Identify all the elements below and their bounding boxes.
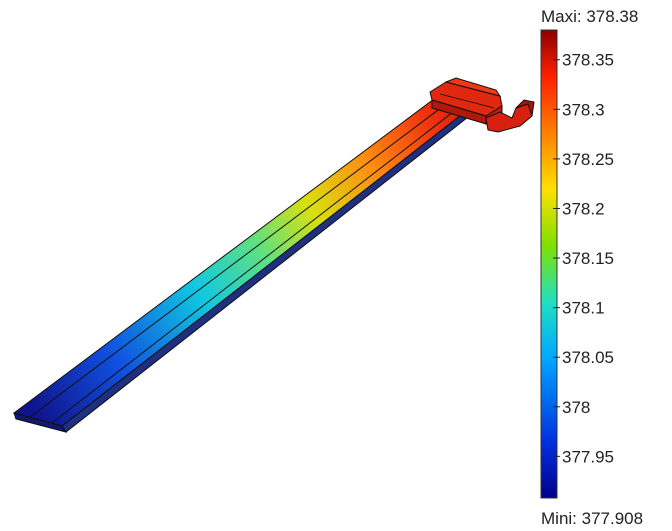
- colorbar-ticks: 378.35 378.3 378.25 378.2 378.15 378.1 378.05 3…: [553, 51, 614, 466]
- colorbar-tick-label: 378.15: [562, 249, 614, 268]
- colorbar-tick-label: 378.2: [562, 199, 605, 218]
- colorbar-tick-label: 378.35: [562, 51, 614, 70]
- colorbar-gradient: [540, 29, 558, 499]
- colorbar-tick-label: 378.3: [562, 100, 605, 119]
- colorbar-tick-label: 378.1: [562, 299, 605, 318]
- colorbar-tick-label: 378: [562, 398, 590, 417]
- colorbar-legend: Maxi: 378.38 378.35 378.3 378.25 378.2 378.1…: [540, 7, 643, 528]
- colorbar-min-label: Mini: 377.908: [541, 509, 643, 528]
- colorbar-tick-label: 377.95: [562, 447, 614, 466]
- colorbar-tick-label: 378.25: [562, 150, 614, 169]
- strip-top-face: [12, 95, 472, 427]
- mounting-bracket: [429, 77, 535, 133]
- strip-front-edge: [13, 412, 68, 433]
- strip-groove-line: [51, 104, 463, 424]
- temperature-part-model[interactable]: [12, 77, 535, 433]
- colorbar-tick-label: 378.05: [562, 348, 614, 367]
- strip-groove-line: [29, 100, 451, 418]
- colorbar-max-label: Maxi: 378.38: [541, 7, 638, 26]
- strip-side-edge: [61, 107, 473, 433]
